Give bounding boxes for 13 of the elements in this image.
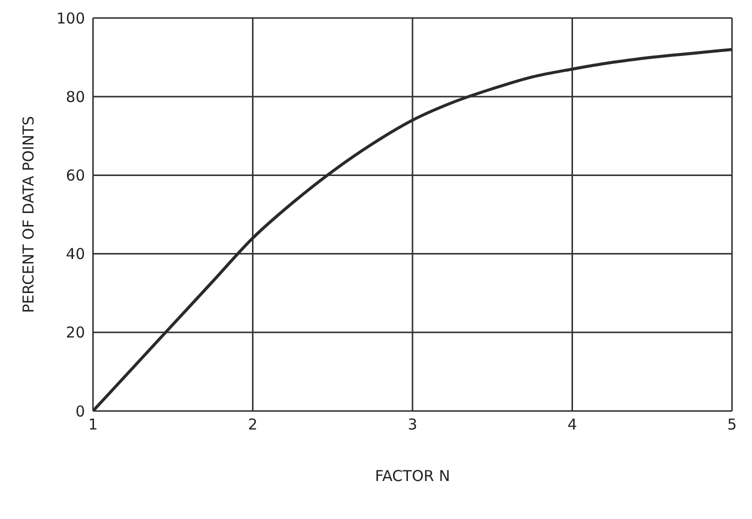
x-tick-label: 4 bbox=[567, 416, 578, 434]
y-tick-label: 80 bbox=[66, 88, 85, 106]
x-tick-label: 5 bbox=[727, 416, 737, 434]
y-tick-label: 20 bbox=[66, 324, 85, 342]
y-tick-label: 100 bbox=[56, 9, 85, 28]
x-tick-label: 2 bbox=[248, 416, 258, 434]
x-axis-title: FACTOR N bbox=[374, 467, 450, 485]
y-tick-label: 0 bbox=[75, 402, 85, 420]
y-tick-label: 40 bbox=[66, 245, 85, 264]
x-tick-label: 3 bbox=[408, 416, 418, 434]
y-tick-label: 60 bbox=[66, 166, 85, 185]
y-axis-title: PERCENT OF DATA POINTS bbox=[19, 116, 38, 314]
x-tick-label: 1 bbox=[88, 416, 98, 434]
